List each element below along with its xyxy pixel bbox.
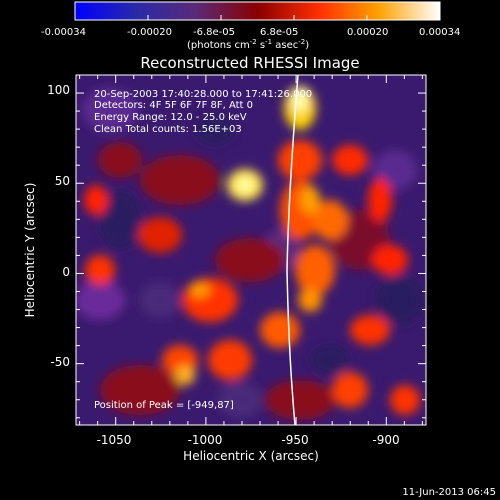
x-tick-label: -1050	[97, 433, 132, 447]
colorbar-tick-label: 0.00020	[347, 27, 388, 38]
colorbar	[74, 1, 441, 21]
y-tick-label: 50	[55, 174, 70, 188]
rhessi-image	[76, 75, 426, 425]
axis-ticks	[76, 74, 426, 425]
colorbar-tick-label: 6.8e-05	[260, 27, 298, 38]
method-counts-text: Clean Total counts: 1.56E+03	[94, 124, 242, 135]
y-tick-label: 100	[47, 83, 70, 97]
time-range-text: 20-Sep-2003 17:40:28.000 to 17:41:26.000	[94, 89, 312, 100]
plot-frame	[75, 74, 427, 426]
peak-position-text: Position of Peak = [-949,87]	[94, 400, 234, 411]
colorbar-tick-label: 0.00034	[419, 27, 460, 38]
colorbar-tick-label: -0.00034	[41, 27, 86, 38]
x-tick-labels: -1050 -1000 -950 -900	[97, 433, 400, 447]
x-axis-label: Heliocentric X (arcsec)	[183, 449, 319, 463]
colorbar-unit-label: (photons cm-2 s-1 asec-2)	[187, 38, 309, 51]
x-tick-label: -950	[281, 433, 308, 447]
energy-range-text: Energy Range: 12.0 - 25.0 keV	[94, 112, 247, 123]
y-tick-labels: 100 50 0 -50	[47, 83, 70, 369]
colorbar-tick-label: -6.8e-05	[193, 27, 235, 38]
colorbar-tick-label: -0.00020	[127, 27, 172, 38]
y-tick-label: 0	[62, 265, 70, 279]
colorbar-tick-labels: -0.00034 -0.00020 -6.8e-05 6.8e-05 0.000…	[41, 27, 460, 38]
footer-timestamp: 11-Jun-2013 06:45	[402, 487, 496, 498]
solar-limb-line	[286, 75, 299, 425]
image-annotations: 20-Sep-2003 17:40:28.000 to 17:41:26.000…	[94, 89, 312, 411]
colorbar-ticks	[74, 15, 441, 20]
detectors-text: Detectors: 4F 5F 6F 7F 8F, Att 0	[94, 100, 253, 111]
x-tick-label: -900	[372, 433, 399, 447]
plot-title: Reconstructed RHESSI Image	[140, 54, 359, 72]
y-tick-label: -50	[50, 355, 70, 369]
x-tick-label: -1000	[188, 433, 223, 447]
y-axis-label: Heliocentric Y (arcsec)	[23, 183, 37, 318]
